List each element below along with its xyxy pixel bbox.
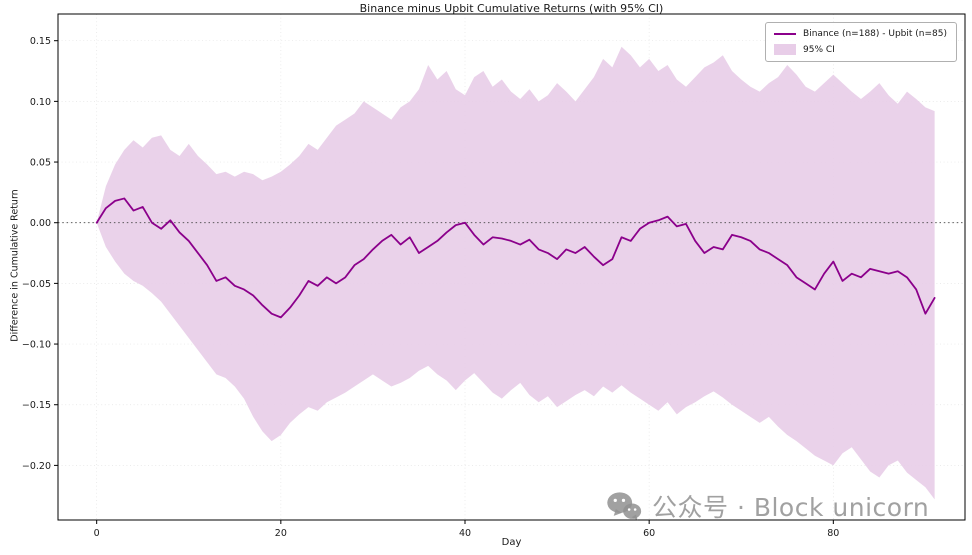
- x-axis-label: Day: [501, 537, 522, 548]
- svg-text:0.10: 0.10: [30, 97, 51, 108]
- svg-text:0: 0: [94, 528, 100, 539]
- legend-line-swatch: [774, 33, 797, 35]
- svg-text:−0.10: −0.10: [22, 340, 51, 351]
- legend-item-ci: 95% CI: [774, 44, 947, 55]
- svg-text:0.15: 0.15: [30, 36, 51, 47]
- legend-series-label: Binance (n=188) - Upbit (n=85): [803, 29, 947, 39]
- svg-text:−0.15: −0.15: [22, 400, 51, 411]
- svg-text:20: 20: [275, 528, 287, 539]
- svg-text:60: 60: [643, 528, 655, 539]
- watermark-text: 公众号 · Block unicorn: [652, 493, 930, 522]
- svg-text:0.00: 0.00: [30, 218, 51, 229]
- wechat-icon: [606, 491, 642, 522]
- legend-ci-swatch: [774, 44, 797, 55]
- svg-text:80: 80: [827, 528, 839, 539]
- svg-text:−0.20: −0.20: [22, 461, 51, 472]
- chart-title: Binance minus Upbit Cumulative Returns (…: [359, 2, 664, 15]
- svg-text:−0.05: −0.05: [22, 279, 51, 290]
- svg-text:40: 40: [459, 528, 471, 539]
- watermark: 公众号 · Block unicorn: [606, 488, 929, 524]
- svg-text:0.05: 0.05: [30, 158, 51, 169]
- legend-item-series: Binance (n=188) - Upbit (n=85): [774, 29, 947, 39]
- legend-ci-label: 95% CI: [803, 44, 835, 55]
- legend: Binance (n=188) - Upbit (n=85) 95% CI: [765, 22, 957, 62]
